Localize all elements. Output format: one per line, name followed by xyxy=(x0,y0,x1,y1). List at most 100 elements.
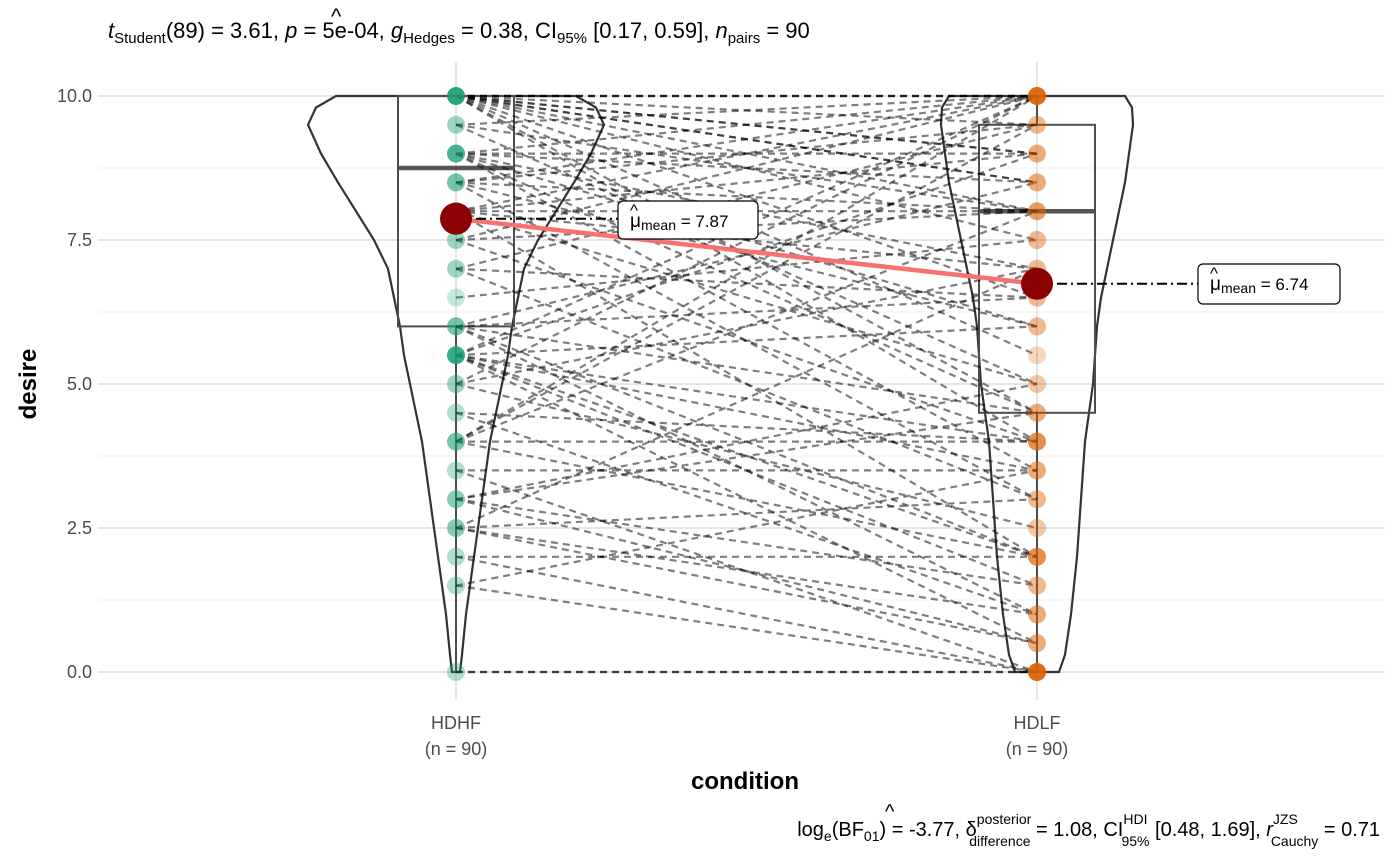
pair-line xyxy=(455,267,1038,501)
x-tick-label: HDHF xyxy=(431,713,481,733)
pair-line xyxy=(455,123,1038,443)
log-subscript: e xyxy=(824,828,832,844)
pair-line xyxy=(455,382,1038,501)
delta-value: = 1.08, xyxy=(1031,819,1104,841)
g-value: = 0.38, xyxy=(455,18,535,43)
data-point-hdlf xyxy=(1028,115,1046,134)
y-tick-label: 0.0 xyxy=(67,662,92,682)
x-axis-title: condition xyxy=(691,768,799,795)
data-point-hdlf xyxy=(1028,634,1046,653)
ci-subscript: 95% xyxy=(1121,833,1149,849)
pair-line xyxy=(455,95,1038,443)
pair-line xyxy=(455,440,1038,558)
x-tick-count: (n = 90) xyxy=(1006,739,1069,759)
delta-subscript: difference xyxy=(969,833,1030,849)
r-subscript: Cauchy xyxy=(1271,833,1318,849)
data-point-hdlf xyxy=(1028,202,1046,221)
r-symbol: r xyxy=(1266,819,1274,841)
y-tick-label: 10.0 xyxy=(57,86,92,106)
pair-line xyxy=(455,584,1038,674)
data-point-hdlf xyxy=(1028,432,1046,451)
chart-subtitle: tStudent(89) = 3.61, p = 5e-04, gHedges … xyxy=(108,18,810,47)
n-symbol: n xyxy=(715,18,727,43)
data-point-hdhf xyxy=(447,173,465,192)
bf-subscript: 01 xyxy=(864,828,880,844)
paired-lines xyxy=(455,94,1038,674)
pair-line xyxy=(455,181,1038,328)
pair-line xyxy=(455,267,1038,386)
data-point-hdhf xyxy=(447,547,465,566)
pair-line xyxy=(455,123,1038,386)
ci-superscript: HDI xyxy=(1123,811,1147,827)
data-point-hdhf xyxy=(447,317,465,336)
data-point-hdlf xyxy=(1028,547,1046,566)
g-symbol: g xyxy=(391,18,404,43)
pair-line xyxy=(455,498,1038,587)
pair-line xyxy=(455,94,1038,213)
data-point-hdhf xyxy=(447,403,465,422)
pair-line xyxy=(455,469,1038,674)
pair-line xyxy=(455,95,1038,385)
ci-symbol: CI xyxy=(1103,819,1123,841)
data-point-hdlf xyxy=(1028,461,1046,480)
mean-hat-accent: ^ xyxy=(630,201,638,220)
mean-markers: μmean = 7.87^μmean = 6.74^ xyxy=(440,200,1341,305)
data-point-hdlf xyxy=(1028,663,1046,681)
data-point-hdlf xyxy=(1028,576,1046,595)
bf-open: (BF xyxy=(832,819,864,841)
t-subscript: Student xyxy=(114,30,167,47)
mean-point-hdlf xyxy=(1021,267,1053,300)
pair-line xyxy=(455,469,1038,587)
data-point-hdhf xyxy=(447,259,465,278)
data-point-hdlf xyxy=(1028,87,1046,105)
pair-line xyxy=(455,152,1038,213)
pair-line xyxy=(455,555,1038,674)
p-symbol: p xyxy=(284,18,297,43)
pair-line xyxy=(455,325,1038,357)
y-tick-label: 7.5 xyxy=(67,230,92,250)
pair-line xyxy=(455,267,1038,530)
pair-line xyxy=(455,94,1038,184)
p-value: = 5e-04, xyxy=(297,18,391,43)
data-point-hdhf xyxy=(447,231,465,249)
pair-line xyxy=(455,94,1038,126)
data-point-hdlf xyxy=(1028,403,1046,422)
pair-line xyxy=(455,152,1038,357)
data-point-hdlf xyxy=(1028,317,1046,336)
data-point-hdhf xyxy=(447,288,465,307)
y-axis-title: desire xyxy=(15,349,42,420)
data-point-hdlf xyxy=(1028,144,1046,163)
data-point-hdlf xyxy=(1028,490,1046,509)
pair-line xyxy=(455,123,1038,270)
ci-symbol: CI xyxy=(535,18,557,43)
pair-line xyxy=(455,354,1038,645)
data-point-hdhf xyxy=(447,144,465,163)
data-point-hdhf xyxy=(447,87,465,105)
pair-line xyxy=(455,123,1038,184)
mean-label-hdhf: μmean = 7.87 xyxy=(630,211,728,233)
pair-line xyxy=(455,411,1038,616)
bf-value: ) = -3.77, xyxy=(880,819,966,841)
x-tick-count: (n = 90) xyxy=(425,739,488,759)
data-point-hdhf xyxy=(447,576,465,595)
pair-line xyxy=(455,94,1038,213)
y-tick-label: 2.5 xyxy=(67,518,92,538)
mean-hat-accent: ^ xyxy=(1210,264,1218,283)
mean-label-hdlf: μmean = 6.74 xyxy=(1210,274,1308,296)
pair-line xyxy=(455,526,1038,616)
data-point-hdlf xyxy=(1028,173,1046,192)
delta-symbol: δ xyxy=(966,819,977,841)
r-superscript: JZS xyxy=(1273,811,1298,827)
ci-value: [0.17, 0.59], xyxy=(587,18,715,43)
ci-value: [0.48, 1.69], xyxy=(1150,819,1267,841)
n-subscript: pairs xyxy=(728,30,761,47)
delta-superscript: posterior xyxy=(977,811,1032,827)
n-value: = 90 xyxy=(760,18,810,43)
pair-line xyxy=(455,354,1038,472)
data-point-hdhf xyxy=(447,663,465,681)
mean-label-box-hdhf xyxy=(617,200,759,240)
y-axis: 0.0 2.5 5.0 7.5 10.0 xyxy=(57,86,92,682)
ci-subscript: 95% xyxy=(557,30,587,47)
pair-line xyxy=(455,152,1038,184)
